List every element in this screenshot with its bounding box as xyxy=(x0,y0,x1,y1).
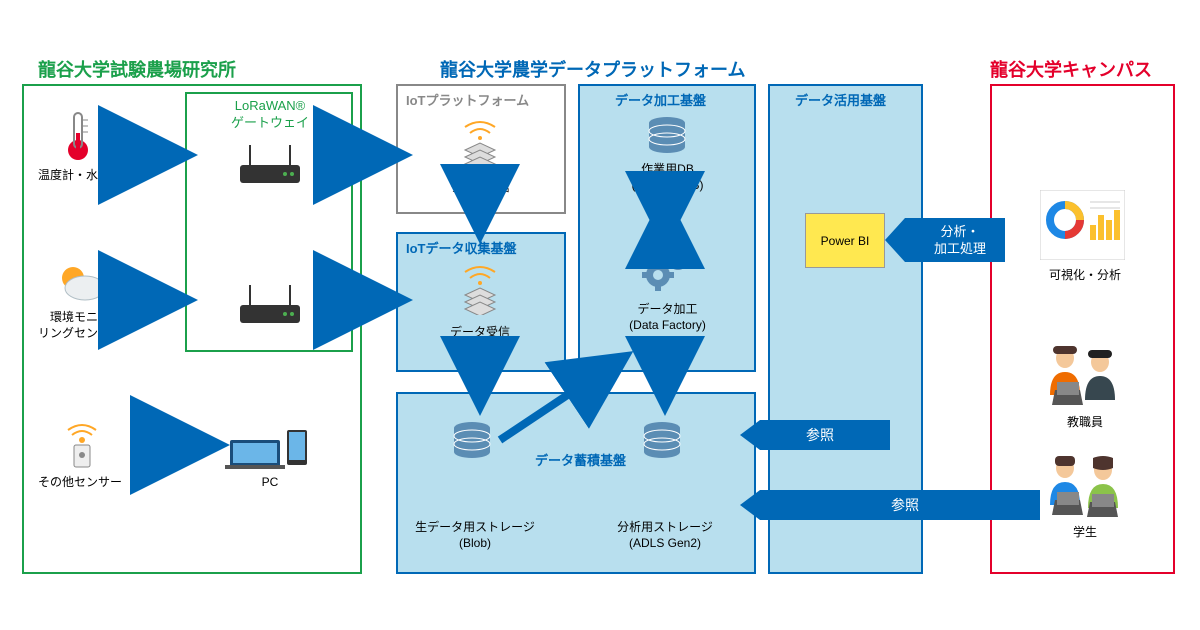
label-viz: 可視化・分析 xyxy=(1040,268,1130,284)
title-left: 龍谷大学試験農場研究所 xyxy=(38,56,236,82)
db-icon-2 xyxy=(450,420,495,460)
label-env: 環境モニタ リングセンサー xyxy=(30,310,130,341)
router-icon-1 xyxy=(235,140,305,190)
label-adls: 分析用ストレージ (ADLS Gen2) xyxy=(600,520,730,551)
staff-icon xyxy=(1035,340,1135,410)
label-factory: データ加工 (Data Factory) xyxy=(605,302,730,333)
wifi-stack-icon-1 xyxy=(455,115,505,170)
label-collect-item: データ受信 (IoT Hub) xyxy=(430,325,530,356)
label-staff: 教職員 xyxy=(1050,415,1120,431)
label-student: 学生 xyxy=(1055,525,1115,541)
label-process-title: データ加工基盤 xyxy=(615,90,706,109)
label-thermo: 温度計・水温計 xyxy=(30,168,130,184)
router-icon-2 xyxy=(235,280,305,330)
student-icon xyxy=(1035,450,1135,520)
label-gateway: LoRaWAN® ゲートウェイ xyxy=(195,98,345,132)
label-other: その他センサー xyxy=(30,475,130,491)
ref-label-2: 参照 xyxy=(880,496,930,514)
thermometer-icon xyxy=(58,108,98,163)
label-storage-title: データ蓄積基盤 xyxy=(535,450,626,469)
chart-icon xyxy=(1040,190,1125,260)
sensor-icon xyxy=(60,415,105,470)
pc-icon xyxy=(225,415,315,470)
ref-label-1: 参照 xyxy=(795,426,845,444)
weather-icon xyxy=(55,260,110,305)
title-center: 龍谷大学農学データプラットフォーム xyxy=(440,56,745,82)
label-cosmos: 作業用DB (Cosmos DB) xyxy=(605,162,730,193)
powerbi-box: Power BI xyxy=(805,213,885,268)
label-pc: PC xyxy=(250,475,290,491)
label-util-title: データ活用基盤 xyxy=(795,90,886,109)
title-right: 龍谷大学キャンパス xyxy=(990,56,1152,82)
label-iot-item: データ受信 xyxy=(430,180,530,196)
label-iot-title: IoTプラットフォーム xyxy=(406,90,529,109)
label-collect-title: IoTデータ収集基盤 xyxy=(406,238,517,257)
db-icon-1 xyxy=(645,115,690,155)
label-blob: 生データ用ストレージ (Blob) xyxy=(405,520,545,551)
gears-icon xyxy=(640,245,695,293)
wifi-stack-icon-2 xyxy=(455,260,505,315)
powerbi-label: Power BI xyxy=(821,234,870,248)
db-icon-3 xyxy=(640,420,685,460)
analysis-label: 分析・ 加工処理 xyxy=(925,224,995,258)
